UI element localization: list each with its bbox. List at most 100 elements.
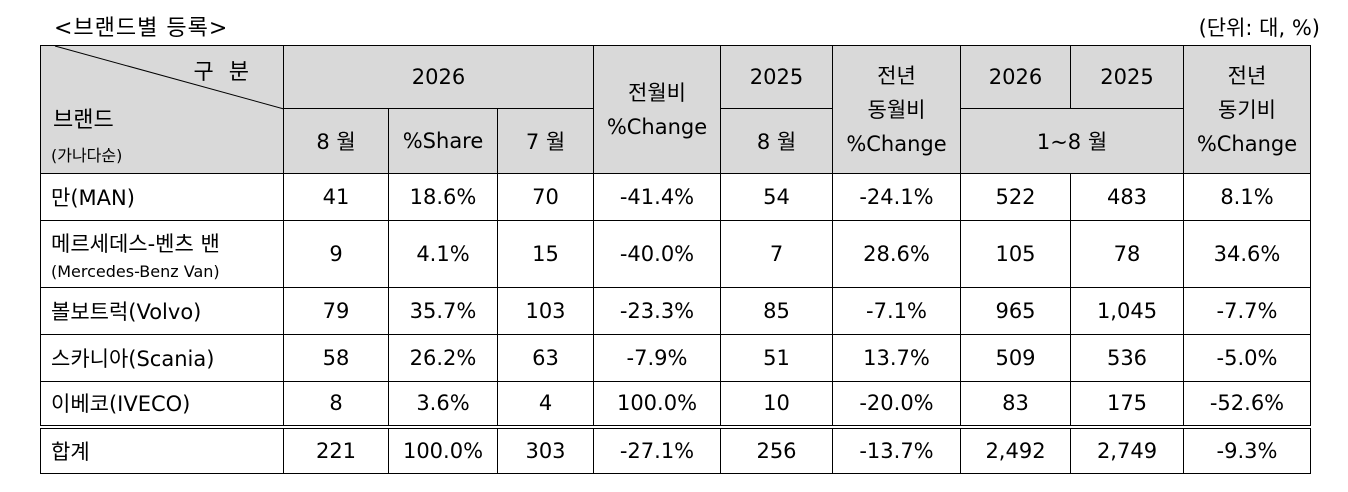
corner-label: 브랜드 <box>53 108 114 133</box>
brand-cell: 이베코(IVECO) <box>40 381 284 427</box>
value-cell: -23.3% <box>593 287 721 335</box>
header-cell: 8 월 <box>720 108 833 174</box>
value-cell: 28.6% <box>832 220 961 288</box>
value-cell: 63 <box>497 334 594 382</box>
corner-cell: 구 분 브랜드 (가나다순) <box>40 45 284 174</box>
value-cell: 100.0% <box>388 424 498 474</box>
table-title: <브랜드별 등록> <box>54 16 229 41</box>
brand-name: 메르세데스-벤츠 밴 <box>51 231 220 256</box>
header-cell: 2026 <box>960 45 1071 109</box>
value-cell: -7.9% <box>593 334 721 382</box>
header-text: %Change <box>1196 131 1298 156</box>
value-cell: 256 <box>720 424 833 474</box>
value-cell: 8 <box>283 381 389 427</box>
value-cell: 78 <box>1070 220 1184 288</box>
header-text: 전년 <box>877 63 916 88</box>
value-cell: -27.1% <box>593 424 721 474</box>
value-cell: -9.3% <box>1183 424 1311 474</box>
header-cell: 7 월 <box>497 108 594 174</box>
brand-name: 만(MAN) <box>51 186 135 210</box>
value-cell: 18.6% <box>388 173 498 221</box>
corner-note: (가나다순) <box>51 146 123 165</box>
brand-cell: 스카니아(Scania) <box>40 334 284 382</box>
value-cell: 105 <box>960 220 1071 288</box>
value-cell: 103 <box>497 287 594 335</box>
brand-name: 스카니아(Scania) <box>51 347 215 371</box>
table-row: 메르세데스-벤츠 밴 (Mercedes-Benz Van) 9 4.1% 15 -40.… <box>40 220 1311 288</box>
value-cell: 8.1% <box>1183 173 1311 221</box>
table-body: 만(MAN) 41 18.6% 70 -41.4% 54 -24.1% 522 483 8.1% 메… <box>40 173 1311 474</box>
value-cell: 509 <box>960 334 1071 382</box>
header-cell: 1~8 월 <box>960 108 1184 174</box>
value-cell: 41 <box>283 173 389 221</box>
value-cell: 2,492 <box>960 424 1071 474</box>
value-cell: 2,749 <box>1070 424 1184 474</box>
value-cell: 522 <box>960 173 1071 221</box>
value-cell: 536 <box>1070 334 1184 382</box>
value-cell: 965 <box>960 287 1071 335</box>
value-cell: 58 <box>283 334 389 382</box>
table-row: 합계 221 100.0% 303 -27.1% 256 -13.7% 2,492 2,749-… <box>40 424 1311 474</box>
table-row: 만(MAN) 41 18.6% 70 -41.4% 54 -24.1% 522 483 8.1% <box>40 173 1311 221</box>
table-row: 스카니아(Scania) 58 26.2% 63 -7.9% 51 13.7% 509 536-… <box>40 334 1311 382</box>
brand-name: 볼보트럭(Volvo) <box>51 300 202 324</box>
value-cell: -7.1% <box>832 287 961 335</box>
value-cell: 26.2% <box>388 334 498 382</box>
value-cell: 70 <box>497 173 594 221</box>
header-text: 동기비 <box>1218 97 1276 122</box>
value-cell: -41.4% <box>593 173 721 221</box>
value-cell: 175 <box>1070 381 1184 427</box>
header-cell: 2025 <box>1070 45 1184 109</box>
value-cell: 13.7% <box>832 334 961 382</box>
value-cell: 483 <box>1070 173 1184 221</box>
value-cell: 34.6% <box>1183 220 1311 288</box>
header-text: %Change <box>846 131 947 156</box>
header-cell: 전년 동월비 %Change <box>832 45 961 174</box>
value-cell: -20.0% <box>832 381 961 427</box>
header-text: 동월비 <box>867 97 926 122</box>
value-cell: 15 <box>497 220 594 288</box>
value-cell: 85 <box>720 287 833 335</box>
value-cell: 9 <box>283 220 389 288</box>
value-cell: 79 <box>283 287 389 335</box>
value-cell: 4 <box>497 381 594 427</box>
header-cell: %Share <box>388 108 498 174</box>
value-cell: 83 <box>960 381 1071 427</box>
value-cell: 35.7% <box>388 287 498 335</box>
value-cell: 4.1% <box>388 220 498 288</box>
brand-cell: 메르세데스-벤츠 밴 (Mercedes-Benz Van) <box>40 220 284 288</box>
brand-cell: 볼보트럭(Volvo) <box>40 287 284 335</box>
header-cell: 8 월 <box>283 108 389 174</box>
header-row: 구 분 브랜드 (가나다순) 2026 전월비 %Change 2025 전년 … <box>40 45 1311 174</box>
value-cell: 303 <box>497 424 594 474</box>
brand-name: 합계 <box>51 439 90 464</box>
value-cell: -40.0% <box>593 220 721 288</box>
table-row: 볼보트럭(Volvo) 79 35.7% 103 -23.3% 85 -7.1% 965 1,0… <box>40 287 1311 335</box>
value-cell: 221 <box>283 424 389 474</box>
brand-sub: (Mercedes-Benz Van) <box>51 261 220 281</box>
value-cell: 10 <box>720 381 833 427</box>
header-text: 전년 <box>1227 63 1267 88</box>
header-cell: 2025 <box>720 45 833 109</box>
value-cell: 3.6% <box>388 381 498 427</box>
unit-note: (단위: 대, %) <box>1198 16 1320 40</box>
header-cell: 2026 <box>283 45 594 109</box>
value-cell: 1,045 <box>1070 287 1184 335</box>
value-cell: 100.0% <box>593 381 721 427</box>
value-cell: -52.6% <box>1183 381 1311 427</box>
brand-cell: 만(MAN) <box>40 173 284 221</box>
value-cell: -13.7% <box>832 424 961 474</box>
value-cell: -7.7% <box>1183 287 1311 335</box>
value-cell: 7 <box>720 220 833 288</box>
header-row: 8 월 %Share 7 월 8 월 1~8 월 <box>41 108 1311 174</box>
brand-name: 이베코(IVECO) <box>51 392 191 417</box>
value-cell: -5.0% <box>1183 334 1311 382</box>
header-text: 전월비 <box>628 80 686 105</box>
header-text: %Change <box>606 114 708 139</box>
brand-cell: 합계 <box>40 424 284 474</box>
registration-table: 구 분 브랜드 (가나다순) 2026 전월비 %Change 2025 전년 … <box>40 45 1311 474</box>
value-cell: 54 <box>720 173 833 221</box>
header-cell: 전월비 %Change <box>593 45 721 174</box>
table-row: 이베코(IVECO) 8 3.6% 4 100.0% 10 -20.0% 83 175 -52.6… <box>40 381 1311 427</box>
